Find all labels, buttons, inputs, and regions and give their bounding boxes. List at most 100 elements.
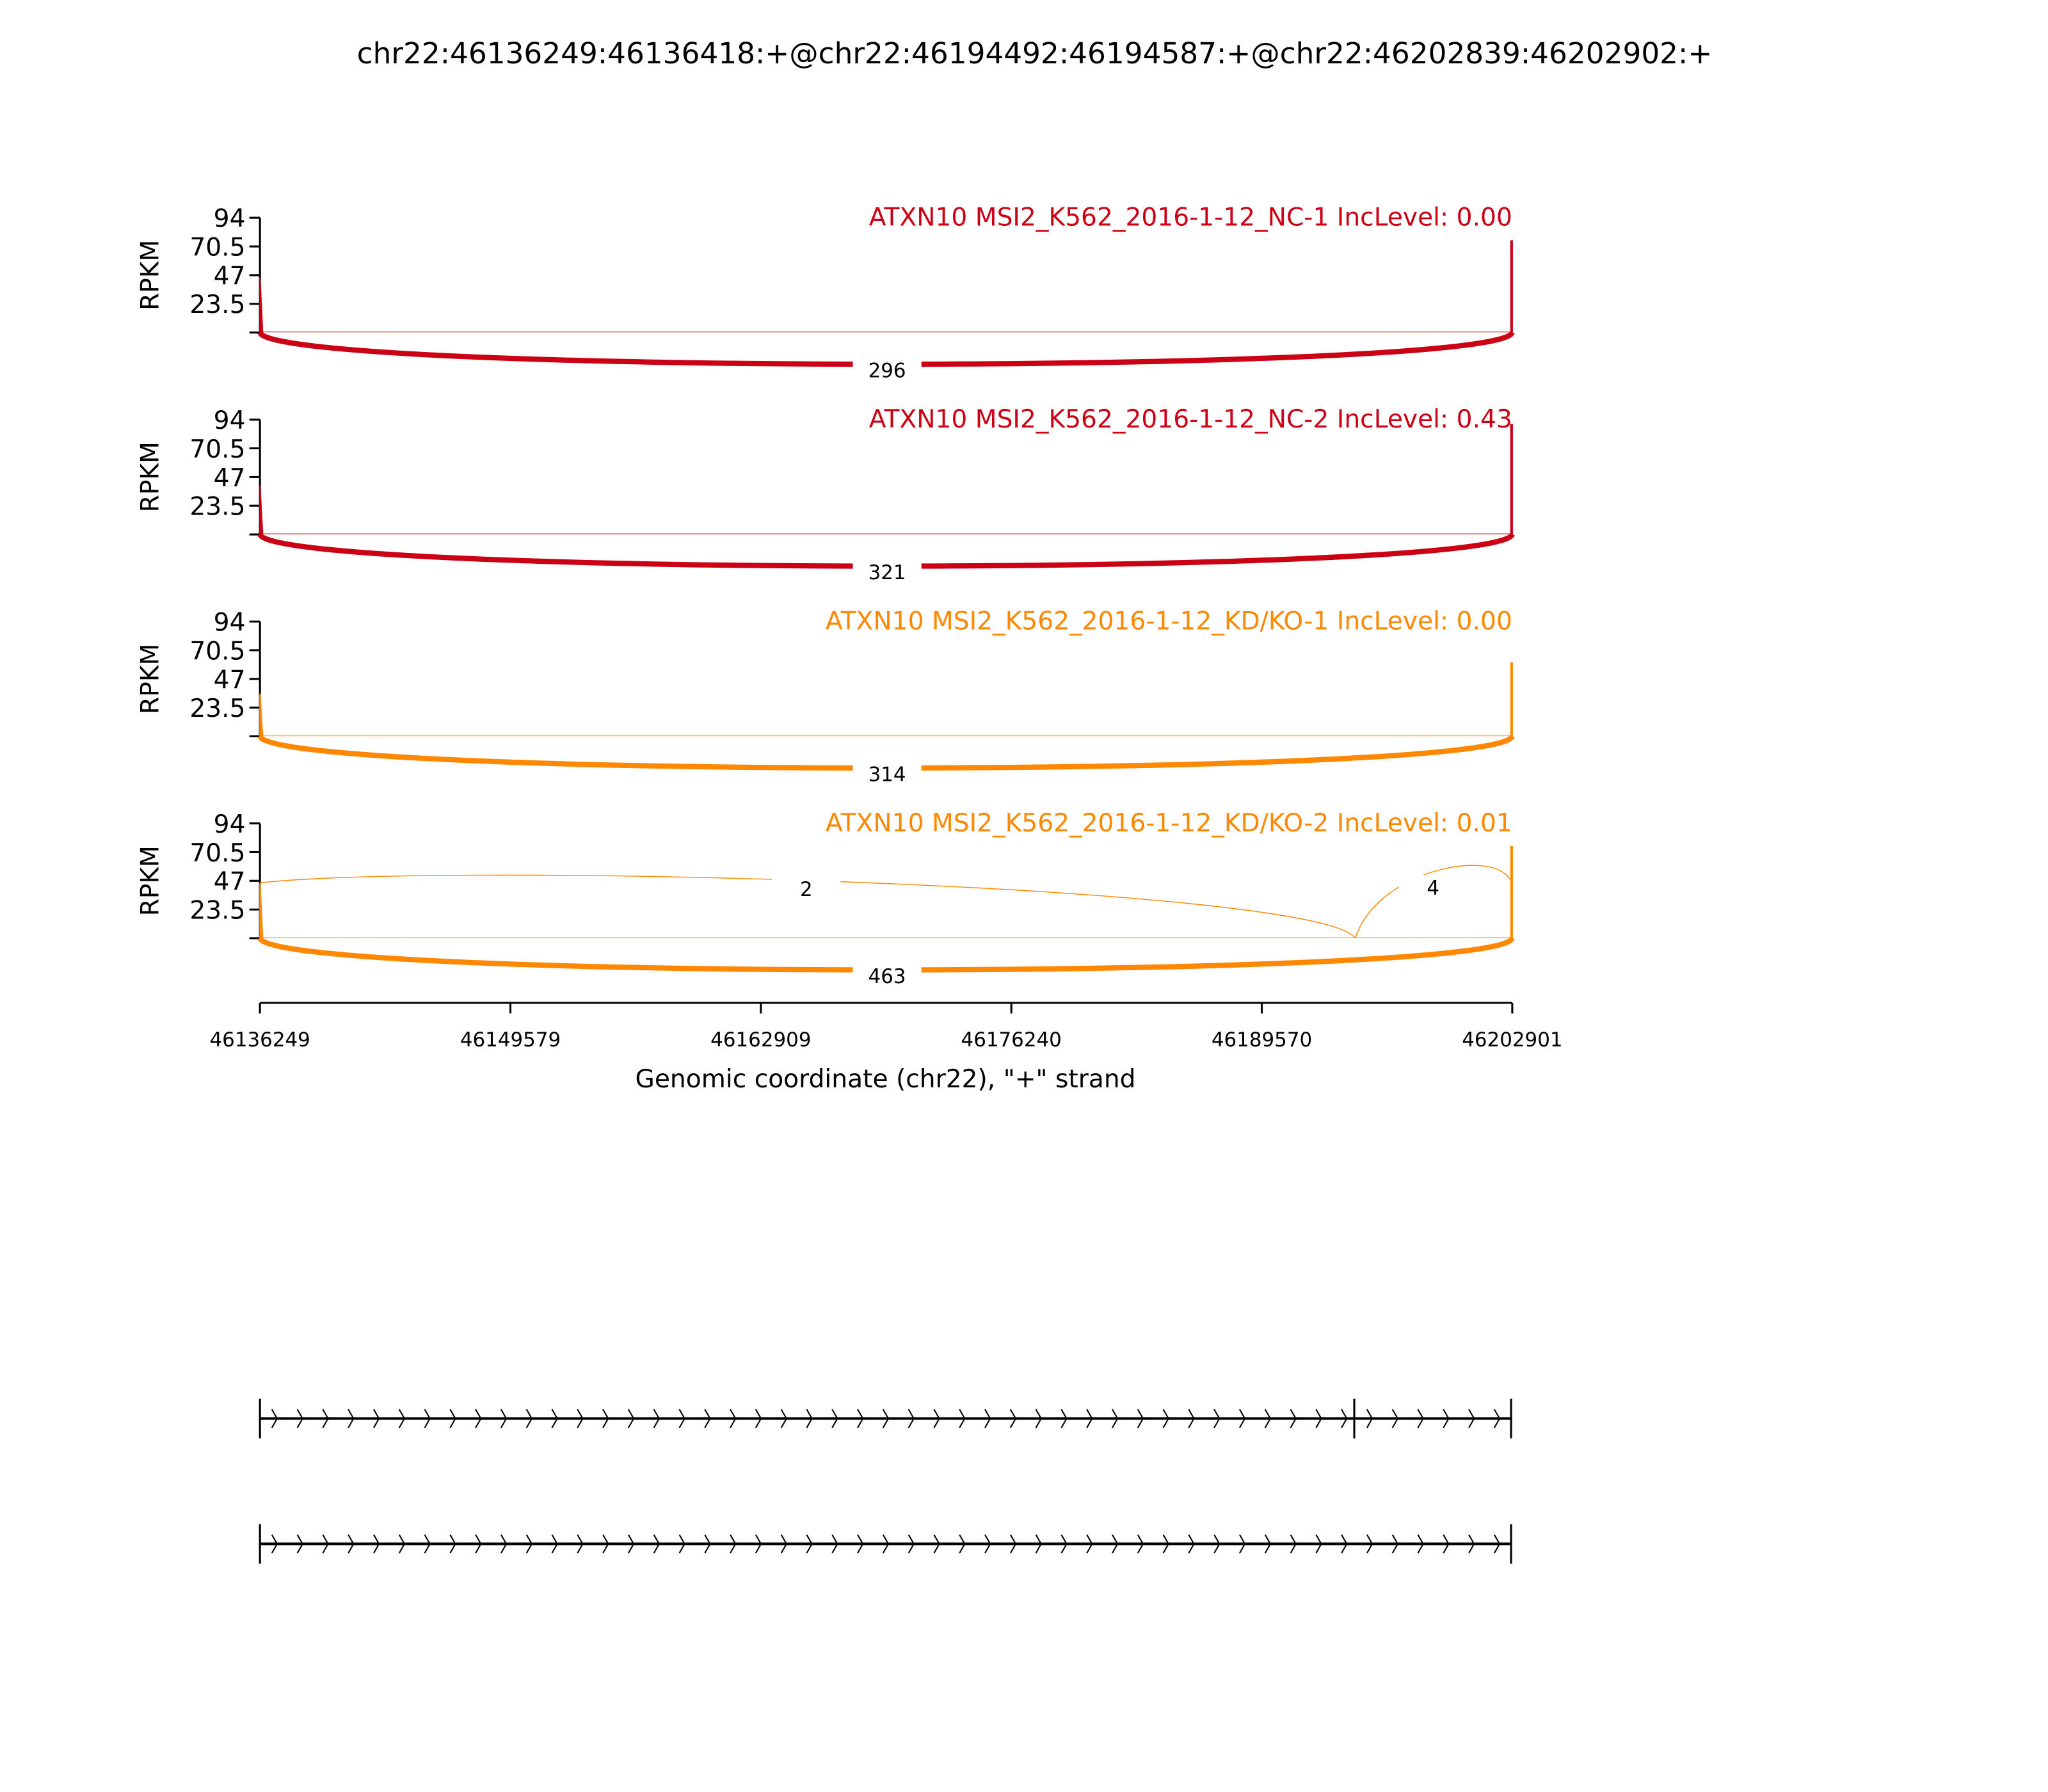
strand-chevron-icon	[653, 1409, 660, 1428]
x-tick-label: 46149579	[460, 1028, 561, 1052]
y-tick-label: 94	[214, 406, 246, 435]
transcript-1	[259, 1398, 1512, 1439]
strand-chevron-icon	[1443, 1534, 1450, 1554]
strand-chevron-icon	[627, 1534, 635, 1554]
strand-chevron-icon	[1009, 1534, 1017, 1554]
y-tick-label: 94	[214, 609, 246, 637]
coverage-peak-left	[259, 277, 264, 333]
strand-chevron-icon	[475, 1409, 482, 1428]
coverage-peak-right	[1510, 240, 1513, 333]
strand-chevron-icon	[1264, 1409, 1272, 1428]
x-tick-label: 46162909	[710, 1028, 811, 1052]
junction-count: 321	[868, 561, 906, 584]
strand-chevron-icon	[1239, 1409, 1246, 1428]
strand-chevron-icon	[1239, 1534, 1246, 1554]
transcript-tracks	[259, 1398, 1512, 1564]
y-tick-label: 23.5	[189, 493, 245, 522]
y-axis-label: RPKM	[136, 442, 164, 512]
strand-chevron-icon	[1315, 1409, 1322, 1428]
strand-chevron-icon	[296, 1534, 303, 1554]
y-tick-label: 47	[214, 262, 246, 291]
strand-chevron-icon	[525, 1534, 533, 1554]
strand-chevron-icon	[398, 1409, 406, 1428]
strand-chevron-icon	[730, 1409, 737, 1428]
strand-chevron-icon	[1213, 1534, 1220, 1554]
strand-chevron-icon	[271, 1534, 278, 1554]
strand-chevron-icon	[500, 1534, 508, 1554]
strand-chevron-icon	[1035, 1409, 1042, 1428]
junction-arc	[1354, 865, 1513, 939]
strand-chevron-icon	[882, 1409, 890, 1428]
strand-chevron-icon	[398, 1534, 406, 1554]
strand-chevron-icon	[1009, 1409, 1017, 1428]
strand-chevron-icon	[1417, 1534, 1424, 1554]
y-tick-label: 23.5	[189, 291, 245, 319]
x-axis: 46136249 46149579 46162909 46176240 46189570…	[210, 1002, 1563, 1052]
strand-chevron-icon	[755, 1534, 762, 1554]
y-tick-label: 47	[214, 666, 246, 694]
junction-count: 314	[868, 764, 906, 787]
figure-title: chr22:46136249:46136418:+@chr22:46194492…	[357, 36, 1713, 70]
strand-chevron-icon	[1468, 1409, 1475, 1428]
strand-chevron-icon	[1366, 1534, 1373, 1554]
strand-chevron-icon	[806, 1409, 813, 1428]
junction-count: 463	[868, 965, 906, 988]
strand-chevron-icon	[831, 1409, 838, 1428]
y-tick-label: 70.5	[189, 233, 245, 262]
transcript-2	[259, 1524, 1512, 1564]
y-tick-label: 70.5	[189, 839, 245, 868]
strand-chevron-icon	[678, 1534, 685, 1554]
strand-chevron-icon	[1137, 1534, 1144, 1554]
strand-chevron-icon	[1391, 1409, 1399, 1428]
panel-label: ATXN10 MSI2_K562_2016-1-12_KD/KO-2 IncLe…	[826, 809, 1512, 838]
strand-chevron-icon	[933, 1409, 940, 1428]
strand-chevron-icon	[984, 1409, 991, 1428]
strand-chevron-icon	[348, 1534, 355, 1554]
strand-chevron-icon	[577, 1534, 584, 1554]
strand-chevron-icon	[933, 1534, 940, 1554]
strand-chevron-icon	[1315, 1534, 1322, 1554]
strand-chevron-icon	[1290, 1409, 1297, 1428]
x-tick-label: 46176240	[961, 1028, 1062, 1052]
y-tick-label: 23.5	[189, 897, 245, 925]
y-axis-label: RPKM	[136, 644, 164, 714]
strand-chevron-icon	[1341, 1409, 1348, 1428]
junction-arc	[260, 874, 1356, 939]
strand-chevron-icon	[602, 1534, 609, 1554]
strand-chevron-icon	[1391, 1534, 1399, 1554]
strand-chevron-icon	[1493, 1409, 1501, 1428]
strand-chevron-icon	[271, 1409, 278, 1428]
strand-chevron-icon	[1086, 1409, 1093, 1428]
strand-chevron-icon	[1290, 1534, 1297, 1554]
y-tick-label: 70.5	[189, 637, 245, 666]
y-axis-label: RPKM	[136, 845, 164, 916]
y-axis-label: RPKM	[136, 240, 164, 310]
y-tick-label: 70.5	[189, 435, 245, 464]
strand-chevron-icon	[373, 1534, 380, 1554]
strand-chevron-icon	[1035, 1534, 1042, 1554]
y-tick-label: 94	[214, 810, 246, 839]
strand-chevron-icon	[653, 1534, 660, 1554]
strand-chevron-icon	[1137, 1409, 1144, 1428]
strand-chevron-icon	[704, 1534, 711, 1554]
strand-chevron-icon	[602, 1409, 609, 1428]
strand-chevron-icon	[780, 1409, 788, 1428]
strand-chevron-icon	[475, 1534, 482, 1554]
strand-chevron-icon	[449, 1534, 456, 1554]
coverage-peak-right	[1510, 845, 1513, 940]
strand-chevron-icon	[959, 1409, 966, 1428]
strand-chevron-icon	[1213, 1409, 1220, 1428]
strand-chevron-icon	[1188, 1409, 1195, 1428]
strand-chevron-icon	[1366, 1409, 1373, 1428]
strand-chevron-icon	[525, 1409, 533, 1428]
junction-label-bg	[852, 559, 922, 586]
junction-label-bg	[852, 761, 922, 788]
strand-chevron-icon	[449, 1409, 456, 1428]
y-tick-label: 94	[214, 205, 246, 234]
strand-chevron-icon	[348, 1409, 355, 1428]
strand-chevron-icon	[424, 1534, 431, 1554]
coverage-peak-right	[1510, 662, 1513, 737]
